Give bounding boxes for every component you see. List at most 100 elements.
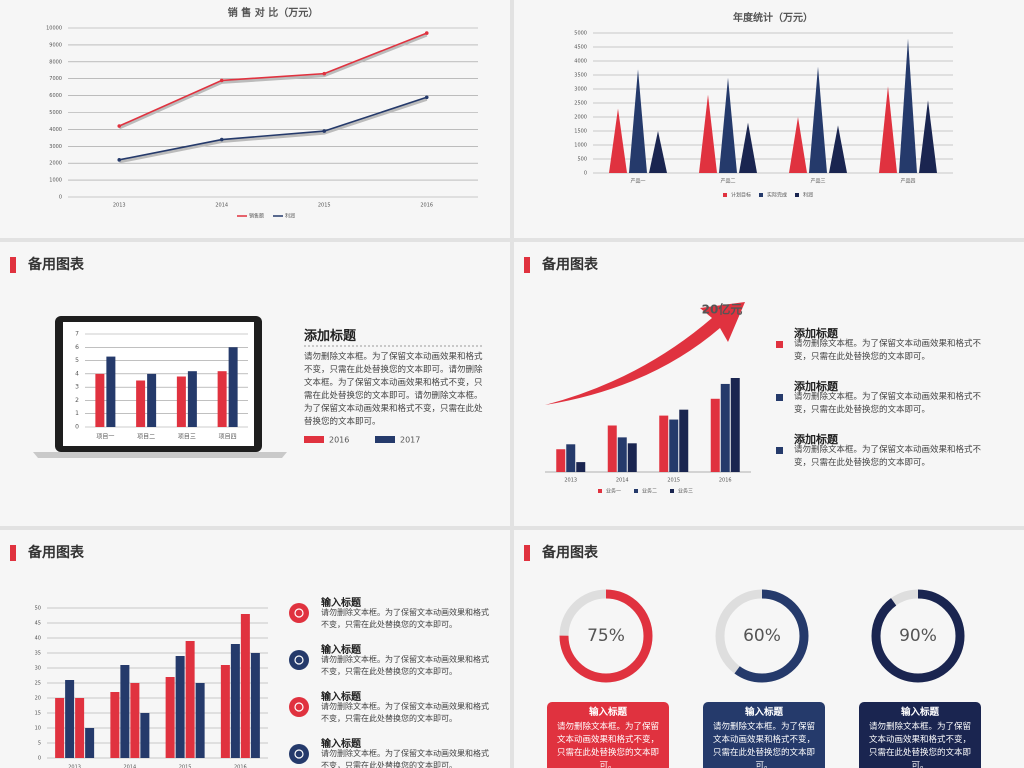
bar [617,437,627,472]
legend-label: 业务一 [606,488,621,495]
bullet [776,447,783,454]
y-tick-label: 9000 [49,42,62,48]
y-tick-label: 2000 [574,115,587,121]
bar [669,419,679,472]
item-icon [289,650,309,670]
card-title: 输入标题 [744,707,783,718]
bar [250,653,260,758]
legend-label: 计划目标 [731,192,751,199]
item-icon [289,744,309,764]
y-tick-label: 45 [35,621,41,627]
card-text: 请勿删除文本框。为了保留文本动画效果和格式不变，只需在此处替换您的文本即可。 [868,722,971,768]
bar [195,683,205,758]
bar [120,665,130,758]
x-tick-label: 2015 [318,203,331,209]
item-text: 请勿删除文本框。为了保留文本动画效果和格式不变，只需在此处替换您的文本即可。 [794,392,982,415]
y-tick-label: 7 [75,331,79,338]
slide-heading: 备用图表 [10,545,84,561]
bar [65,680,75,758]
legend-label: 销售额 [249,213,264,220]
donut-arc [871,589,965,683]
legend-marker [304,436,324,443]
chart-title: 年度统计（万元） [733,11,813,24]
y-tick-label: 5 [38,741,41,747]
icon-glyph [294,749,304,759]
item-text: 请勿删除文本框。为了保留文本动画效果和格式不变，只需在此处替换您的文本即可。 [321,702,489,723]
legend-label: 2017 [400,436,420,445]
y-tick-label: 50 [35,606,41,612]
bar [809,66,827,173]
y-tick-label: 4000 [574,59,587,65]
x-tick-label: 2015 [667,478,680,484]
x-tick-label: 2013 [68,765,81,768]
chart-title: 销 售 对 比（万元） [228,6,318,19]
x-tick-label: 2014 [124,765,137,768]
x-tick-label: 2014 [215,203,228,209]
bar [629,69,647,173]
y-tick-label: 1500 [574,129,587,135]
icon-glyph [294,608,304,618]
y-tick-label: 6000 [49,93,62,99]
y-tick-label: 1000 [574,143,587,149]
bar [187,371,197,427]
y-tick-label: 5 [75,357,79,364]
x-tick-label: 产品四 [900,178,915,185]
y-tick-label: 30 [35,666,41,672]
legend-marker [795,193,799,197]
bar [106,356,116,427]
bar [175,656,185,758]
x-tick-label: 2013 [113,203,126,209]
bar [659,415,669,472]
y-tick-label: 4000 [49,127,62,133]
bar [649,131,667,173]
bar [879,86,897,173]
item-title: 添加标题 [794,433,838,446]
y-tick-label: 10000 [46,26,62,32]
y-tick-label: 0 [584,171,587,177]
item-text: 请勿删除文本框。为了保留文本动画效果和格式不变，只需在此处替换您的文本即可。 [321,655,489,676]
item-icon [289,697,309,717]
bar [240,614,250,758]
y-tick-label: 20 [35,696,41,702]
slide [514,0,1024,238]
y-tick-label: 3000 [574,87,587,93]
item-title: 输入标题 [321,598,361,609]
y-tick-label: 35 [35,651,41,657]
bar [627,443,637,472]
y-tick-label: 5000 [574,31,587,37]
y-tick-label: 2500 [574,101,587,107]
y-tick-label: 40 [35,636,41,642]
item-icon [289,603,309,623]
info-card: 输入标题请勿删除文本框。为了保留文本动画效果和格式不变，只需在此处替换您的文本即… [703,702,825,768]
point [322,71,327,76]
y-tick-label: 3 [75,384,79,391]
item-title: 输入标题 [321,739,361,750]
x-tick-label: 产品二 [720,178,735,185]
text-title: 添加标题 [304,329,357,344]
y-tick-label: 1000 [49,178,62,184]
point [117,124,122,128]
item-title: 添加标题 [794,327,838,340]
slide-heading: 备用图表 [524,545,598,561]
slide [514,242,1024,526]
legend-marker [598,489,602,493]
bar [220,665,230,758]
bar [165,677,175,758]
bar [75,698,85,758]
legend-label: 业务三 [678,488,693,495]
card-text: 请勿删除文本框。为了保留文本动画效果和格式不变，只需在此处替换您的文本即可。 [712,722,815,768]
item-text: 请勿删除文本框。为了保留文本动画效果和格式不变，只需在此处替换您的文本即可。 [321,749,489,768]
point [424,31,429,35]
icon-glyph [294,655,304,665]
bar [699,94,717,173]
text-body: 请勿删除文本框。为了保留文本动画效果和格式不变，只需在此处替换您的文本即可。请勿… [304,352,483,427]
line [118,32,428,127]
bar [185,641,195,758]
point [322,129,327,133]
y-tick-label: 2000 [49,161,62,167]
legend-label: 业务二 [642,488,657,495]
bar [609,108,627,173]
annotation: 20亿元 [702,302,743,317]
